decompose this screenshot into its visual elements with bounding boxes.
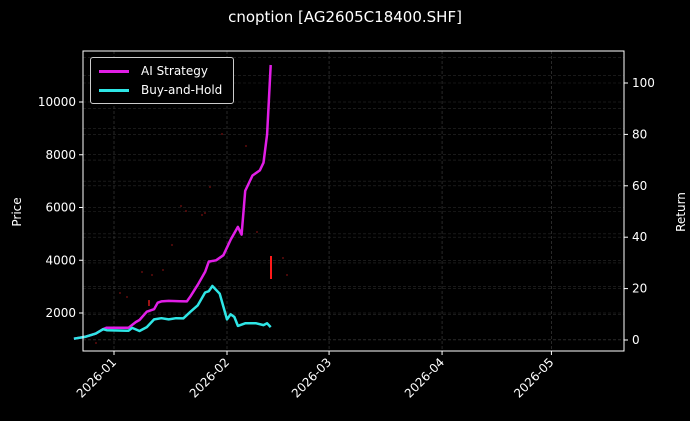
svg-text:100: 100 (632, 76, 655, 90)
svg-text:2026-01: 2026-01 (74, 355, 119, 400)
svg-text:0: 0 (632, 333, 640, 347)
legend: AI Strategy Buy-and-Hold (90, 57, 234, 104)
legend-item-ai-strategy: AI Strategy (99, 62, 208, 80)
legend-swatch-buy-and-hold (99, 88, 129, 92)
svg-text:2026-04: 2026-04 (402, 355, 447, 400)
svg-text:10000: 10000 (38, 95, 76, 109)
legend-swatch-ai-strategy (99, 69, 129, 73)
svg-text:2000: 2000 (45, 306, 76, 320)
svg-text:40: 40 (632, 230, 647, 244)
chart-title: cnoption [AG2605C18400.SHF] (228, 8, 462, 26)
svg-text:4000: 4000 (45, 253, 76, 267)
svg-text:80: 80 (632, 127, 647, 141)
svg-text:2026-02: 2026-02 (187, 355, 232, 400)
svg-text:60: 60 (632, 179, 647, 193)
svg-text:2026-03: 2026-03 (289, 355, 334, 400)
svg-text:6000: 6000 (45, 201, 76, 215)
svg-text:8000: 8000 (45, 148, 76, 162)
legend-item-buy-and-hold: Buy-and-Hold (99, 81, 222, 99)
svg-text:20: 20 (632, 282, 647, 296)
legend-label: AI Strategy (141, 64, 208, 78)
legend-label: Buy-and-Hold (141, 83, 223, 97)
svg-text:2026-05: 2026-05 (511, 355, 556, 400)
